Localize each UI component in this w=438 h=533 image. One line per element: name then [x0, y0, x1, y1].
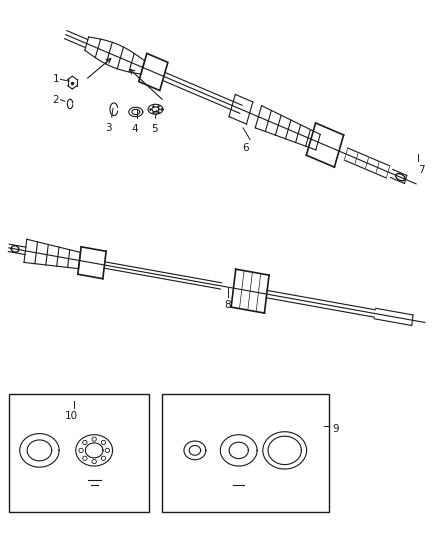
Text: 9: 9 — [332, 424, 339, 433]
Text: 6: 6 — [242, 143, 249, 153]
Bar — [9, 394, 149, 512]
Bar — [162, 394, 328, 512]
Text: 2: 2 — [53, 95, 59, 104]
Text: 8: 8 — [224, 300, 231, 310]
Text: 1: 1 — [53, 75, 59, 84]
Text: 4: 4 — [131, 124, 138, 134]
Text: 7: 7 — [418, 165, 425, 175]
Text: 10: 10 — [64, 411, 78, 422]
Text: 3: 3 — [105, 123, 112, 133]
Text: 5: 5 — [151, 124, 158, 134]
